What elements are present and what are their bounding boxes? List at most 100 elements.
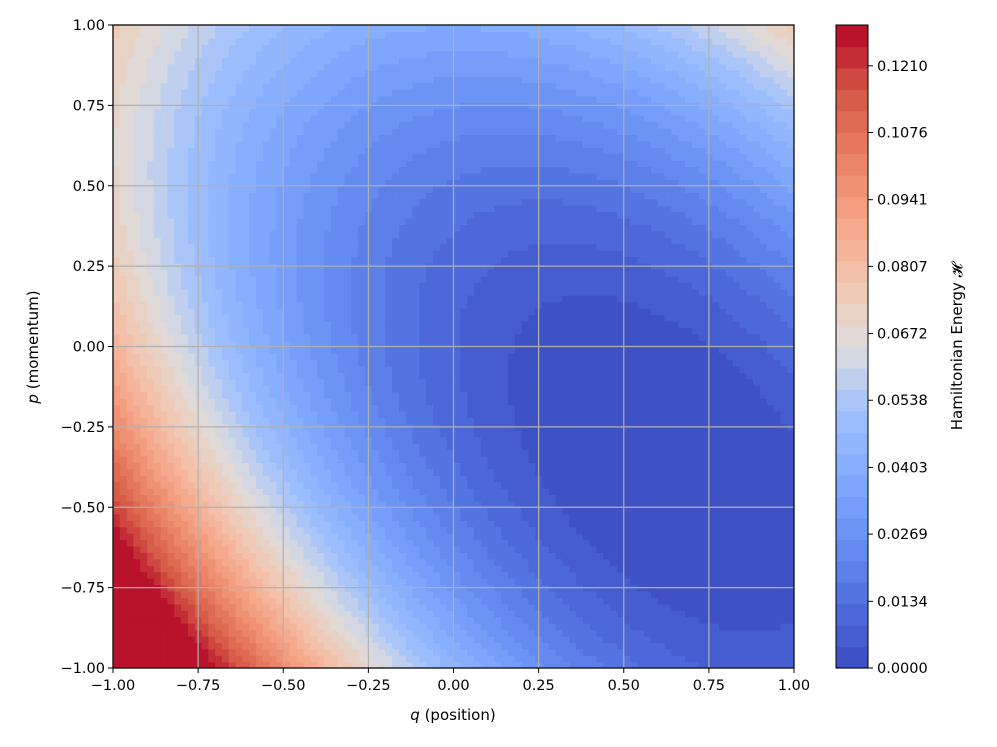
contour-cell	[221, 269, 230, 277]
contour-cell	[392, 185, 400, 193]
contour-cell	[221, 327, 230, 335]
contour-cell	[378, 610, 387, 618]
contour-cell	[147, 417, 155, 425]
contour-cell	[283, 558, 291, 566]
contour-cell	[262, 565, 271, 573]
contour-cell	[303, 391, 312, 399]
contour-cell	[242, 597, 250, 605]
contour-cell	[249, 378, 257, 386]
contour-cell	[392, 256, 400, 264]
contour-cell	[439, 616, 448, 624]
contour-cell	[167, 166, 175, 174]
contour-cell	[187, 404, 196, 412]
contour-cell	[337, 385, 346, 393]
contour-cell	[351, 288, 359, 296]
contour-cell	[269, 500, 278, 508]
contour-cell	[330, 147, 339, 155]
contour-cell	[147, 127, 155, 136]
contour-cell	[215, 455, 223, 463]
contour-cell	[133, 140, 141, 148]
contour-cell	[283, 655, 291, 663]
contour-cell	[235, 391, 244, 399]
contour-cell	[208, 642, 216, 650]
contour-cell	[242, 507, 250, 515]
contour-cell	[419, 597, 427, 605]
contour-cell	[371, 513, 380, 521]
contour-cell	[140, 147, 148, 155]
contour-cell	[221, 552, 230, 560]
contour-cell	[174, 648, 182, 656]
contour-cell	[358, 545, 366, 553]
contour-cell	[201, 475, 210, 483]
contour-cell	[147, 153, 155, 161]
contour-cell	[426, 288, 434, 296]
contour-cell	[174, 520, 182, 528]
contour-cell	[221, 565, 230, 573]
contour-cell	[290, 314, 298, 322]
contour-cell	[235, 63, 244, 71]
contour-cell	[405, 552, 414, 560]
contour-cell	[201, 462, 210, 470]
contour-cell	[344, 89, 353, 97]
contour-cell	[249, 237, 257, 245]
contour-cell	[160, 500, 169, 508]
contour-cell	[140, 571, 148, 579]
contour-cell	[153, 179, 162, 187]
contour-cell	[126, 250, 135, 258]
contour-cell	[153, 513, 162, 521]
contour-cell	[419, 288, 427, 296]
contour-cell	[119, 340, 128, 348]
contour-cell	[378, 44, 387, 52]
contour-cell	[378, 558, 387, 566]
contour-cell	[283, 198, 291, 206]
contour-cell	[344, 565, 353, 573]
contour-cell	[310, 520, 318, 528]
contour-cell	[433, 385, 441, 393]
contour-cell	[303, 127, 312, 136]
contour-cell	[405, 160, 414, 168]
contour-cell	[290, 340, 298, 348]
contour-cell	[174, 37, 182, 45]
contour-cell	[147, 121, 155, 129]
contour-cell	[153, 140, 162, 148]
contour-cell	[269, 430, 278, 438]
contour-cell	[330, 449, 339, 457]
contour-cell	[133, 63, 141, 71]
contour-cell	[201, 160, 210, 168]
contour-cell	[283, 622, 291, 631]
contour-cell	[446, 571, 455, 579]
contour-cell	[113, 378, 121, 386]
contour-cell	[221, 372, 230, 380]
contour-cell	[276, 520, 284, 528]
contour-cell	[446, 359, 455, 367]
contour-cell	[385, 346, 393, 354]
contour-cell	[330, 372, 339, 380]
contour-cell	[140, 256, 148, 264]
contour-cell	[235, 372, 244, 380]
contour-cell	[385, 179, 393, 187]
contour-cell	[378, 192, 387, 200]
contour-cell	[426, 140, 434, 148]
contour-cell	[235, 89, 244, 97]
contour-cell	[385, 108, 393, 116]
contour-cell	[310, 655, 318, 663]
contour-cell	[283, 108, 291, 116]
contour-cell	[324, 545, 332, 553]
contour-cell	[392, 314, 400, 322]
contour-cell	[181, 153, 189, 161]
contour-cell	[269, 166, 278, 174]
contour-cell	[303, 57, 312, 65]
contour-cell	[317, 404, 325, 412]
contour-cell	[174, 655, 182, 663]
contour-cell	[126, 378, 135, 386]
contour-cell	[412, 115, 421, 123]
contour-cell	[215, 230, 223, 238]
contour-cell	[412, 192, 421, 200]
contour-cell	[378, 57, 387, 65]
contour-cell	[140, 320, 148, 328]
contour-cell	[337, 160, 346, 168]
contour-cell	[399, 50, 407, 58]
contour-cell	[256, 115, 264, 123]
contour-cell	[119, 552, 128, 560]
contour-cell	[296, 545, 305, 553]
